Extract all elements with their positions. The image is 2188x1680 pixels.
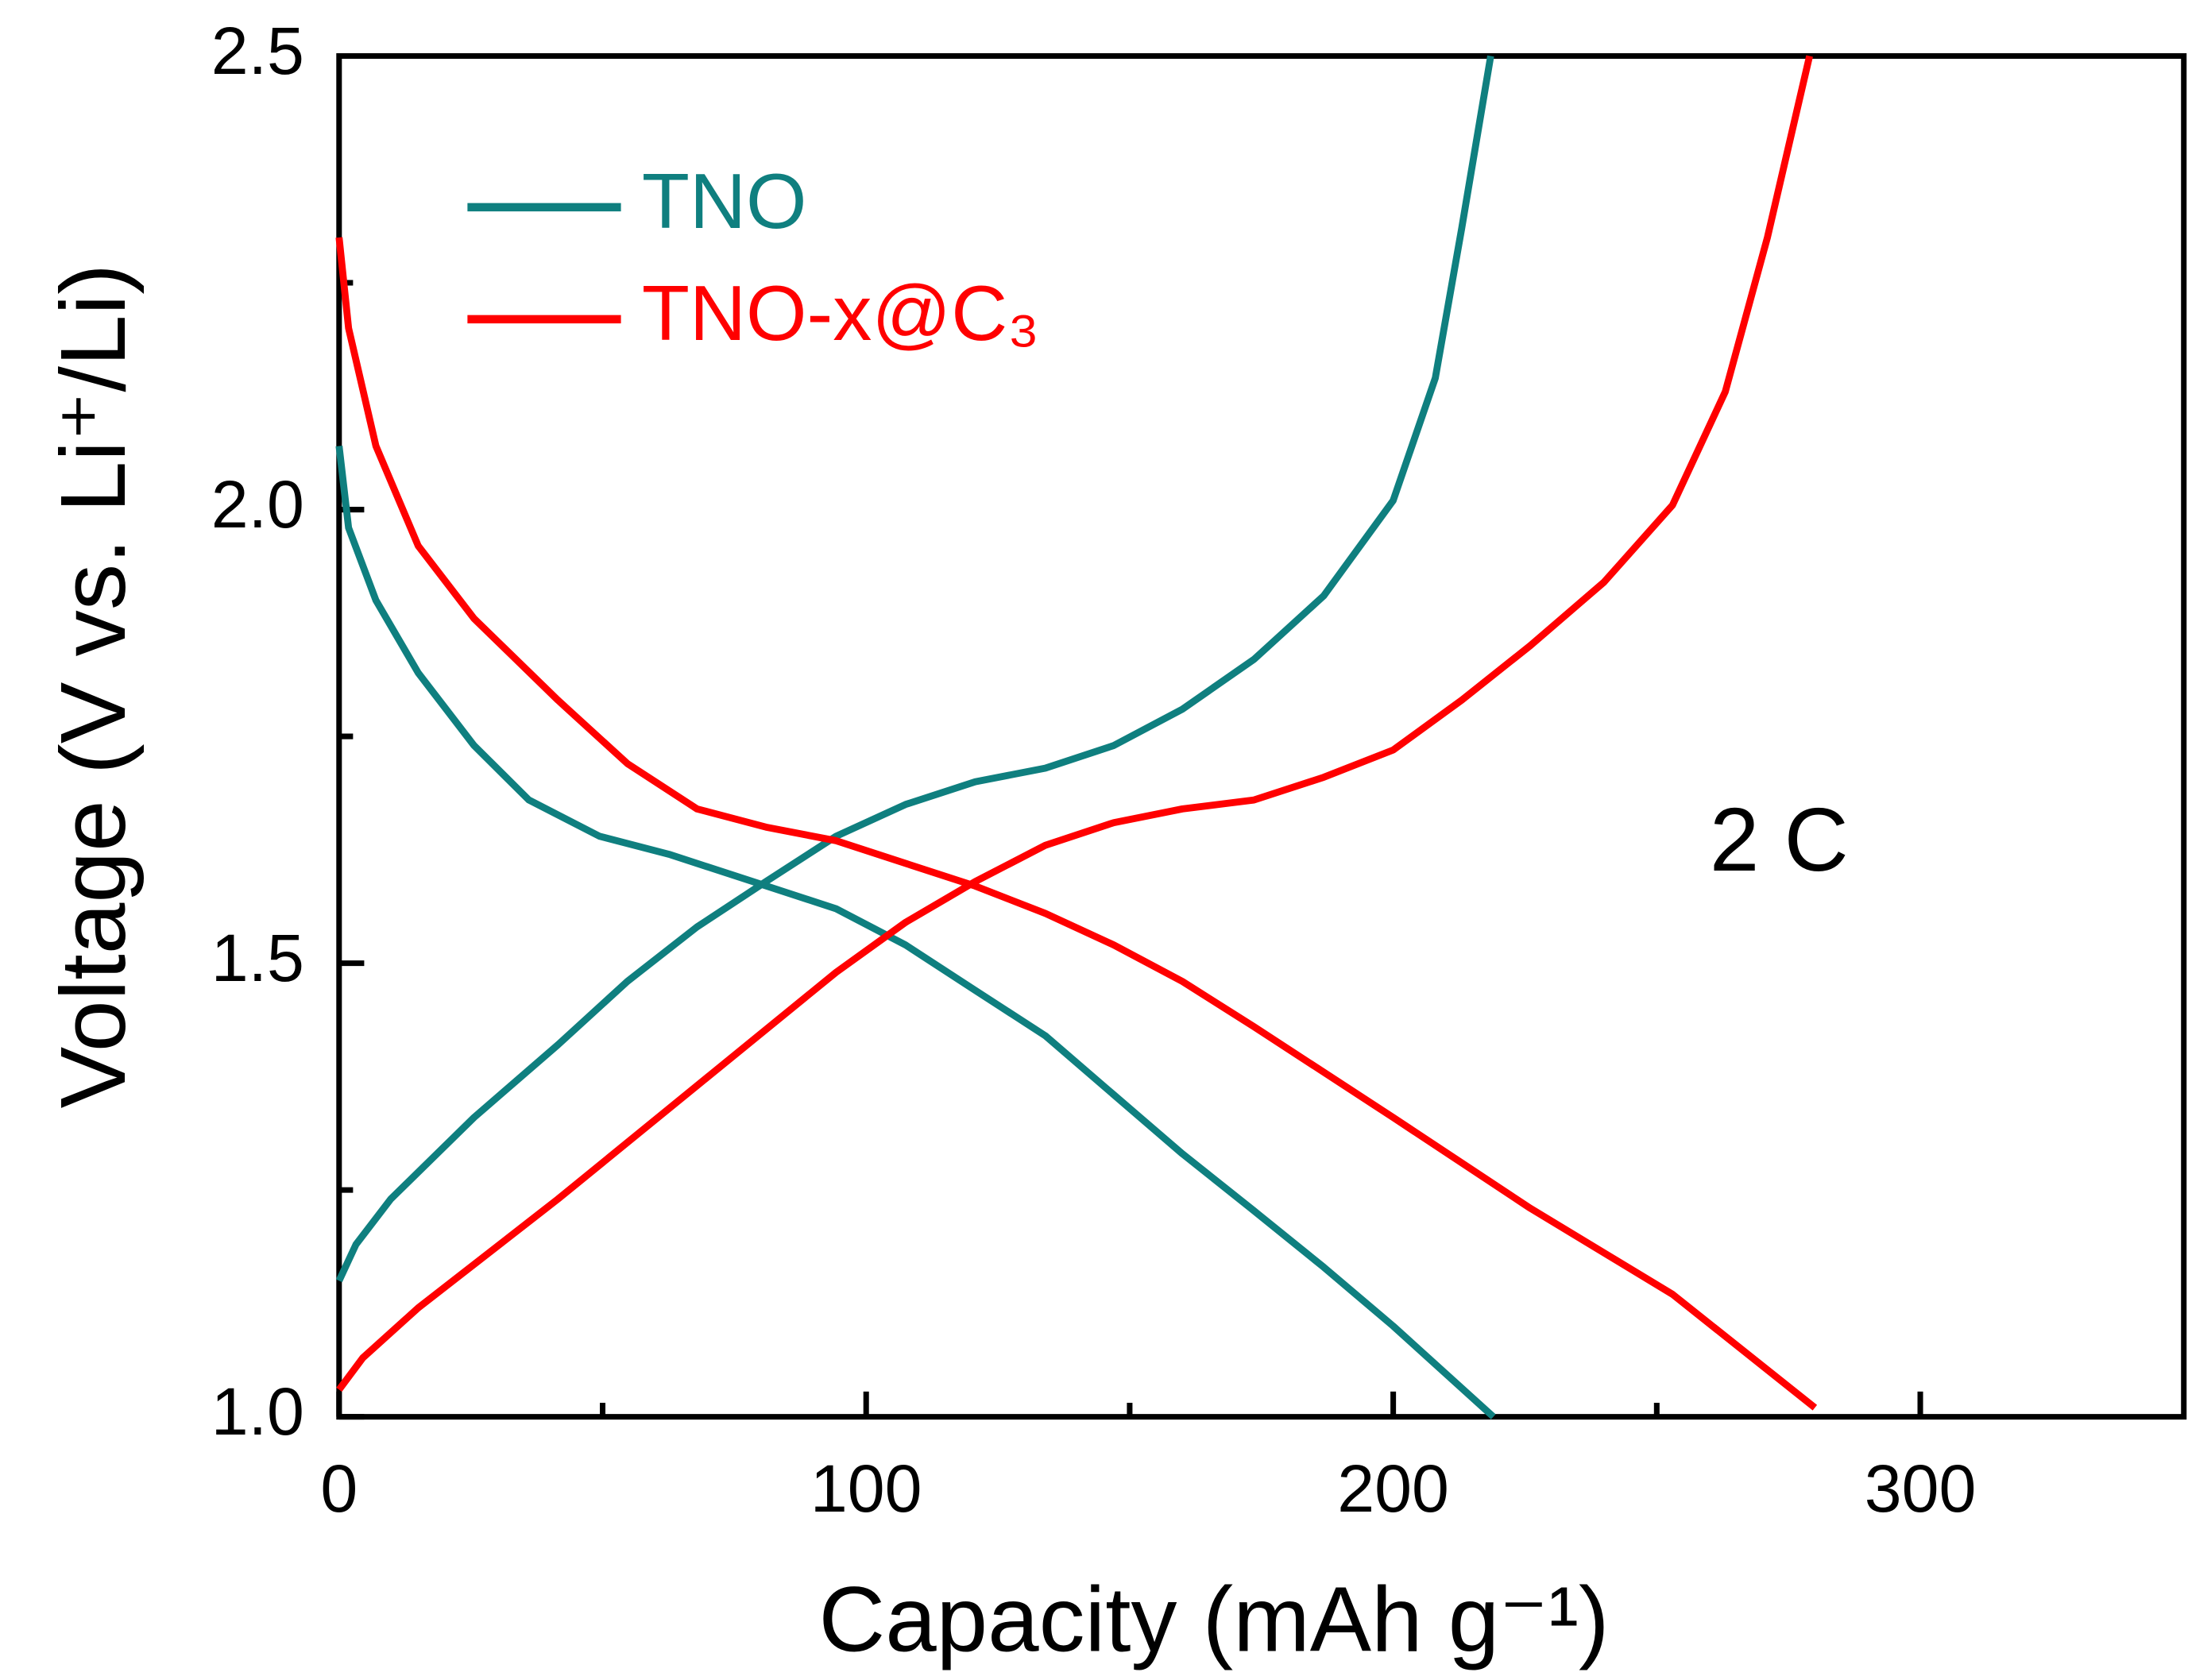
x-tick-label: 0 — [320, 1451, 358, 1526]
y-tick-label: 1.5 — [211, 921, 304, 995]
x-axis-label: Capacity (mAh g⁻¹) — [818, 1568, 1609, 1671]
y-tick-label: 2.5 — [211, 14, 304, 88]
legend-label: TNO — [642, 157, 807, 245]
y-tick-label: 1.0 — [211, 1374, 304, 1449]
annotation: 2 C — [1710, 790, 1849, 890]
data-line — [335, 55, 1496, 1419]
legend-label: TNO-x@C₃ — [642, 269, 1039, 357]
x-tick-label: 200 — [1337, 1451, 1449, 1526]
x-tick-label: 300 — [1865, 1451, 1977, 1526]
data-line — [335, 55, 1818, 1411]
y-axis-label: Voltage (V vs. Li⁺/Li) — [41, 264, 145, 1108]
x-tick-label: 100 — [810, 1451, 922, 1526]
y-tick-label: 2.0 — [211, 467, 304, 542]
